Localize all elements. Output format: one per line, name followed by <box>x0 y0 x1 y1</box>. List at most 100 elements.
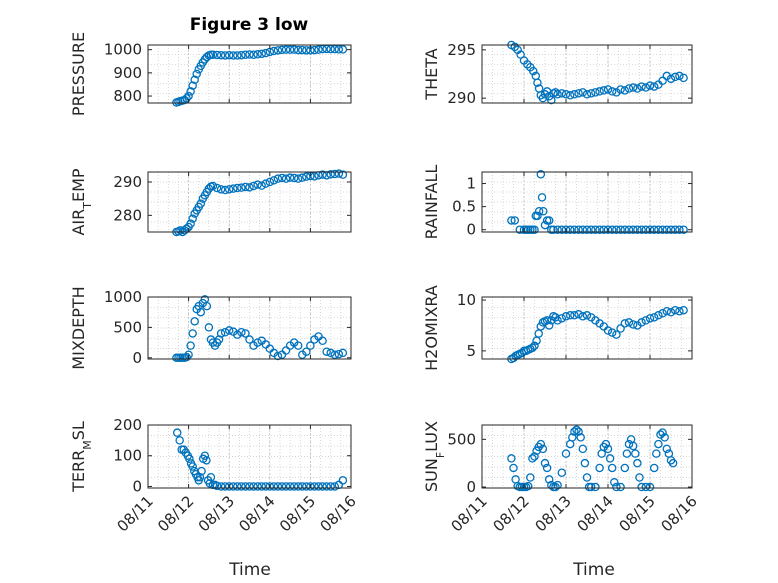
data-point <box>245 50 254 59</box>
data-point <box>666 307 676 317</box>
y-tick-label: 0 <box>132 349 142 367</box>
data-point <box>281 482 291 491</box>
x-tick-label: 08/15 <box>276 492 319 535</box>
data-point <box>658 76 667 86</box>
data-point <box>591 482 600 492</box>
data-point <box>334 169 344 178</box>
y-axis-label-rest: LUX <box>422 421 441 452</box>
data-point <box>216 185 226 194</box>
data-point <box>649 82 659 91</box>
data-point <box>570 90 579 99</box>
data-point <box>530 452 539 461</box>
data-point <box>195 472 205 482</box>
data-point <box>586 482 596 492</box>
axes-box <box>481 424 693 489</box>
data-point <box>645 314 655 323</box>
data-point <box>601 439 611 449</box>
x-tick-label: 08/13 <box>195 492 238 535</box>
data-point <box>538 444 548 454</box>
data-point <box>591 88 600 97</box>
data-point <box>318 44 327 54</box>
data-point <box>192 69 201 79</box>
grid <box>148 172 351 232</box>
data-point <box>607 87 617 96</box>
y-tick-label: 0 <box>466 478 476 496</box>
data-point <box>595 87 604 96</box>
data-point <box>182 94 191 103</box>
data-point <box>298 45 307 55</box>
data-point <box>196 199 206 208</box>
y-axis-label-subscript: M <box>81 440 94 450</box>
data-point <box>212 50 222 60</box>
data-point <box>281 174 291 183</box>
data-point <box>188 214 197 223</box>
data-point <box>330 350 340 359</box>
data-point <box>557 468 567 477</box>
data-point <box>612 225 621 234</box>
data-point <box>237 328 246 337</box>
data-point <box>666 74 676 84</box>
data-point <box>216 50 226 60</box>
data-point <box>679 73 688 83</box>
data-point <box>610 478 619 487</box>
y-tick-label: 290 <box>447 89 476 107</box>
y-tick-label: 1000 <box>104 41 142 59</box>
data-point <box>616 85 625 94</box>
data-point <box>233 482 242 491</box>
data-point <box>612 88 621 97</box>
data-point <box>515 225 525 234</box>
data-point <box>265 177 275 187</box>
data-point <box>220 51 230 60</box>
data-point <box>507 454 516 463</box>
data-point <box>645 482 655 492</box>
data-point <box>633 458 642 468</box>
data-point <box>628 83 638 92</box>
data-point <box>574 225 583 234</box>
data-point <box>188 329 197 338</box>
data-point <box>528 343 537 353</box>
data-point <box>330 169 340 179</box>
data-point <box>616 324 625 333</box>
data-point <box>578 88 588 97</box>
data-series <box>507 40 688 105</box>
data-point <box>578 225 588 234</box>
data-point <box>574 427 583 436</box>
x-tick-label: 08/14 <box>574 492 617 535</box>
data-point <box>208 50 218 59</box>
axes-box <box>147 296 352 360</box>
figure-title: Figure 3 low <box>190 15 309 35</box>
y-axis-label-main: RAINFALL <box>422 165 441 240</box>
data-point <box>565 311 575 320</box>
axes-box <box>481 171 693 233</box>
data-point <box>310 172 319 181</box>
data-point <box>326 44 335 54</box>
data-point <box>257 482 266 491</box>
data-point <box>670 72 680 82</box>
y-tick-label: 0 <box>466 221 476 239</box>
data-point <box>273 46 283 55</box>
data-point <box>285 173 295 182</box>
data-point <box>188 462 197 471</box>
data-point <box>645 225 655 234</box>
data-point <box>574 310 583 319</box>
data-point <box>580 458 590 468</box>
data-point <box>338 170 348 179</box>
data-point <box>216 329 226 338</box>
data-point <box>334 45 344 54</box>
data-series <box>507 170 688 234</box>
y-axis-label: THETA <box>422 48 441 100</box>
data-point <box>631 449 640 458</box>
data-point <box>568 433 577 442</box>
data-point <box>206 472 216 482</box>
axes-box <box>481 296 693 360</box>
data-point <box>633 84 642 93</box>
y-axis-label-rest: SL <box>69 421 88 440</box>
data-point <box>578 312 588 321</box>
data-point <box>662 71 672 81</box>
data-point <box>666 225 676 234</box>
data-point <box>273 174 283 183</box>
data-point <box>551 482 560 492</box>
grid <box>482 297 692 359</box>
y-axis-label: MIXDEPTH <box>69 286 88 369</box>
y-tick-label: 290 <box>113 173 142 191</box>
